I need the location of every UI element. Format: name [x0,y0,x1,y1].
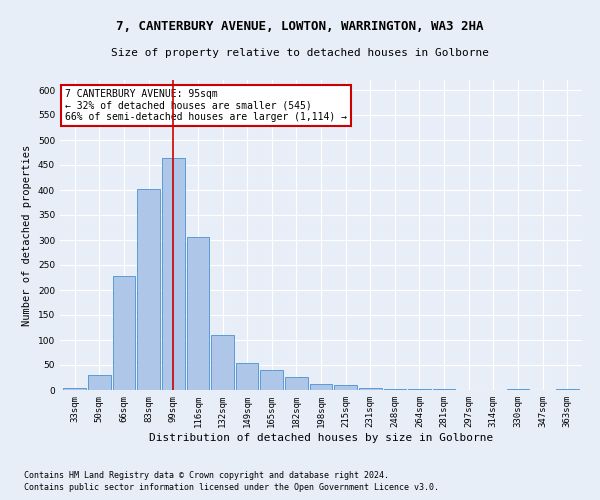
Text: Contains public sector information licensed under the Open Government Licence v3: Contains public sector information licen… [24,484,439,492]
Bar [310,384,332,390]
Bar [113,276,136,390]
Bar [334,384,357,390]
Text: 7 CANTERBURY AVENUE: 95sqm
← 32% of detached houses are smaller (545)
66% of sem: 7 CANTERBURY AVENUE: 95sqm ← 32% of deta… [65,90,347,122]
Bar [359,388,382,390]
Bar [260,370,283,390]
Bar [433,389,455,390]
Bar [236,363,259,390]
Bar [211,334,234,390]
Bar [408,389,431,390]
Text: Contains HM Land Registry data © Crown copyright and database right 2024.: Contains HM Land Registry data © Crown c… [24,471,389,480]
Bar [88,375,111,390]
Bar [137,189,160,390]
Bar [383,389,406,390]
Bar [162,158,185,390]
Text: 7, CANTERBURY AVENUE, LOWTON, WARRINGTON, WA3 2HA: 7, CANTERBURY AVENUE, LOWTON, WARRINGTON… [116,20,484,33]
Bar [187,236,209,390]
X-axis label: Distribution of detached houses by size in Golborne: Distribution of detached houses by size … [149,432,493,442]
Text: Size of property relative to detached houses in Golborne: Size of property relative to detached ho… [111,48,489,58]
Y-axis label: Number of detached properties: Number of detached properties [22,144,32,326]
Bar [506,388,529,390]
Bar [64,388,86,390]
Bar [556,389,578,390]
Bar [285,377,308,390]
